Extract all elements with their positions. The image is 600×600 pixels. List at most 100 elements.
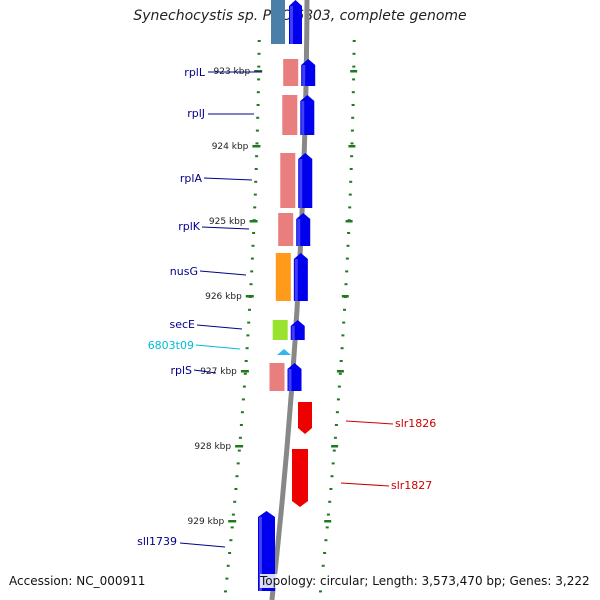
gene-label-rplK[interactable]: rplK [178,220,201,233]
tick-mark [351,116,355,119]
gene-box-rplS[interactable] [269,363,285,391]
tick-mark [256,116,260,119]
tick-mark [328,500,332,503]
kbp-label: 925 kbp [209,217,246,227]
tick-mark [319,590,322,593]
tick-mark [257,40,261,42]
major-tick [324,520,332,523]
tick-mark [225,577,229,580]
label-leader-rplS [193,369,217,374]
gene-arrow-rplJ-shade [301,101,305,135]
tick-mark [248,308,251,311]
tick-mark [330,475,334,478]
gene-arrow-slr1826[interactable] [298,402,312,434]
tick-mark [351,91,355,94]
gene-box-top[interactable] [271,0,285,44]
gene-label-rplS[interactable]: rplS [170,364,192,377]
major-tick [348,145,356,148]
gene-arrow-rplJ[interactable] [300,95,315,135]
major-tick [341,295,349,298]
major-tick [336,370,344,373]
tick-mark [337,385,341,388]
major-tick [249,220,258,223]
gene-label-slr1827[interactable]: slr1827 [391,479,432,492]
gene-box-rplK[interactable] [278,213,294,246]
tick-mark [323,552,327,554]
tick-mark [347,232,351,234]
gene-label-sll1739[interactable]: sll1739 [137,535,177,548]
gene-label-rplJ[interactable]: rplJ [187,107,205,120]
tick-mark [350,129,354,132]
gene-box-secE[interactable] [272,320,288,340]
gene-label-6803t09[interactable]: 6803t09 [148,339,194,352]
tick-mark [329,488,333,490]
major-tick [331,445,339,448]
gene-label-secE[interactable]: secE [170,318,196,331]
tick-mark [350,155,354,158]
tick-mark [228,552,232,554]
gene-label-nusG[interactable]: nusG [170,265,198,278]
tick-mark [254,180,258,183]
tick-mark [249,283,253,286]
tick-mark [243,372,247,375]
major-tick [345,220,353,223]
tick-mark [349,180,353,183]
gene-arrow-nusG[interactable] [293,253,308,301]
gene-arrow-secE-shade [291,326,295,340]
gene-arrow-rplK-shade [297,219,301,246]
gene-arrow-rplS[interactable] [287,363,302,391]
tick-mark [239,424,243,426]
tick-mark [245,347,249,350]
gene-arrow-slr1827[interactable] [292,449,308,507]
tick-mark [352,78,356,81]
tick-mark [256,91,260,94]
tick-mark [348,206,352,209]
tick-mark [332,449,336,452]
gene-box-rplJ[interactable] [282,95,298,135]
tick-mark [325,526,329,529]
kbp-label: 924 kbp [212,142,249,152]
major-tick [350,70,358,73]
label-leader-slr1827 [340,482,390,487]
tick-mark [352,52,356,55]
gene-arrow-top-shade [290,6,293,44]
tick-mark [343,308,346,311]
tick-mark [253,206,257,209]
tick-mark [340,347,344,350]
label-leader-rplK [201,226,250,230]
label-leader-nusG [199,270,247,276]
tick-mark [233,500,237,503]
tick-mark [345,257,349,260]
tick-mark [247,321,251,324]
tick-mark [238,436,242,439]
gene-box-nusG[interactable] [275,253,291,301]
tick-mark [351,104,355,106]
tick-mark [257,78,261,81]
tick-mark [255,142,259,145]
gene-box-rplL[interactable] [283,59,299,86]
gene-arrow-rplL[interactable] [301,59,316,86]
label-leader-6803t09 [195,344,241,350]
tick-mark [244,360,248,362]
tick-mark [241,398,245,401]
tick-mark [253,193,257,196]
tick-mark [349,168,353,170]
gene-arrow-rplA-shade [299,159,303,208]
gene-box-rplA[interactable] [280,153,296,208]
gene-arrow-rplA[interactable] [298,153,313,208]
tick-mark [350,142,354,145]
gene-label-rplA[interactable]: rplA [180,172,203,185]
gene-label-slr1826[interactable]: slr1826 [395,417,436,430]
tick-mark [254,168,258,170]
tick-mark [242,385,246,388]
gene-arrow-rplK[interactable] [296,213,311,246]
gene-arrow-sll1739[interactable] [258,511,275,591]
gene-arrow-secE[interactable] [290,320,305,340]
tick-mark [339,360,343,362]
tick-mark [236,462,240,465]
trna-6803t09-icon[interactable] [277,349,291,355]
gene-label-rplL[interactable]: rplL [184,66,206,79]
gene-arrow-top[interactable] [289,0,302,44]
tick-mark [344,283,348,286]
